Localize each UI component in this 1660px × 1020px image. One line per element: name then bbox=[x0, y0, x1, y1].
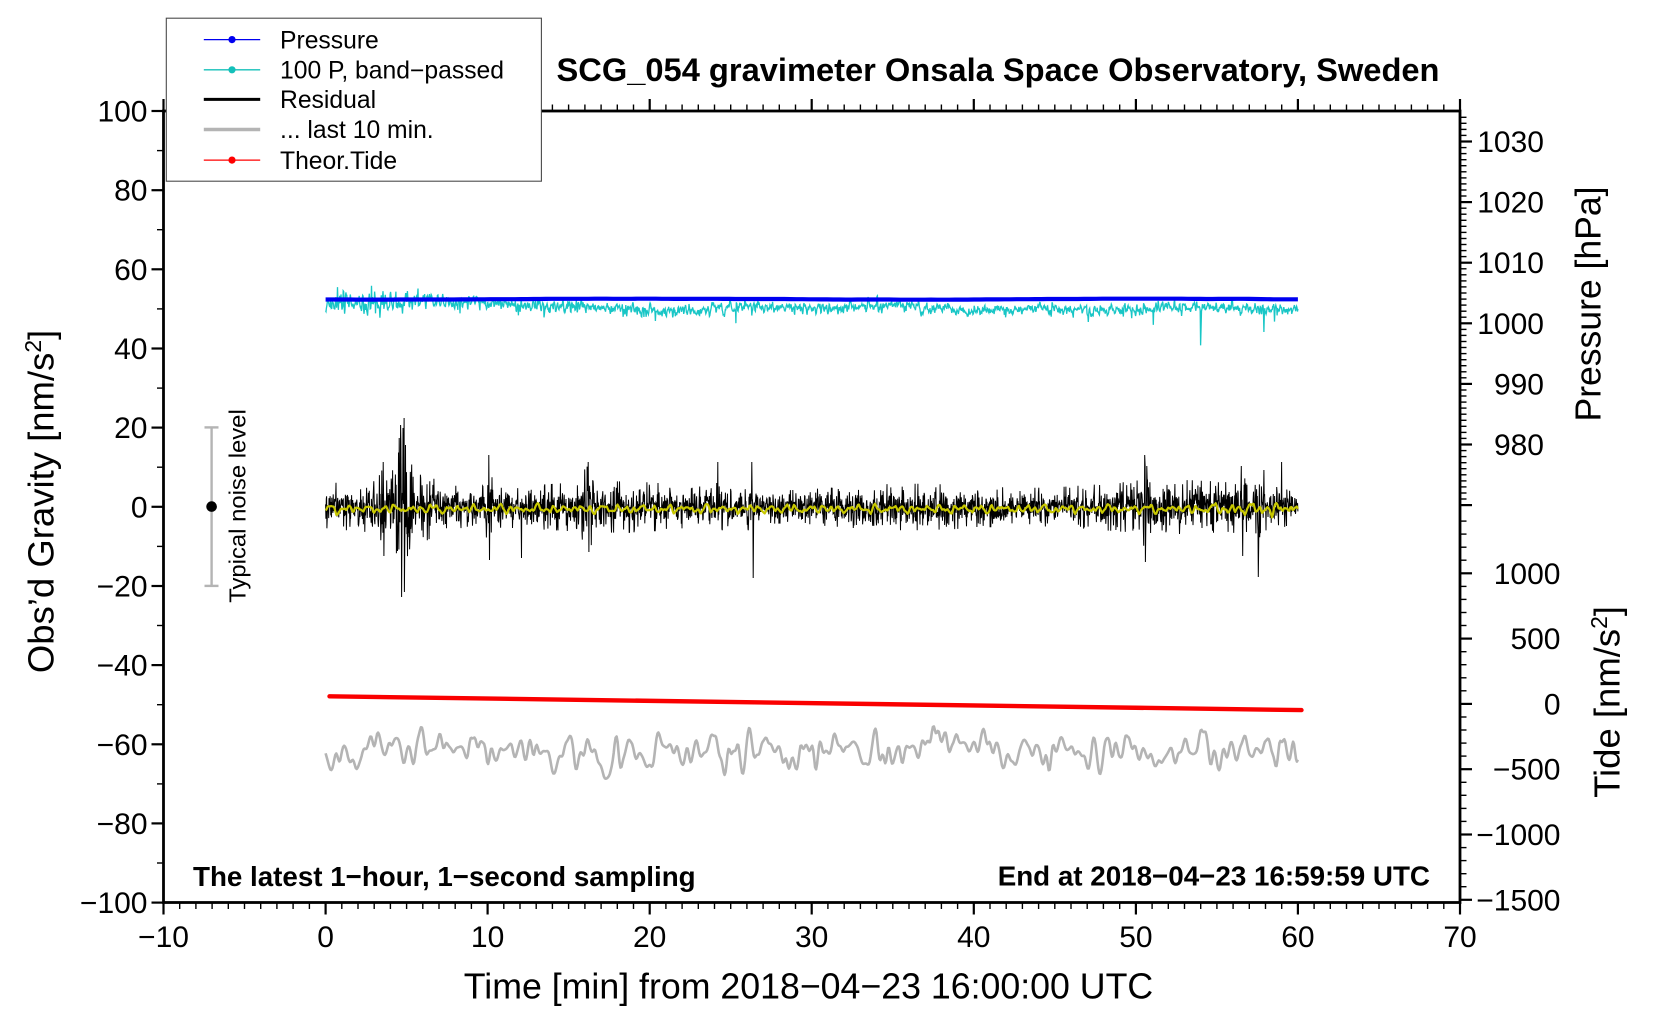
svg-text:100 P, band−passed: 100 P, band−passed bbox=[280, 58, 504, 85]
svg-text:0: 0 bbox=[1544, 688, 1561, 721]
svg-text:Residual: Residual bbox=[280, 87, 376, 114]
svg-text:0: 0 bbox=[317, 921, 334, 954]
svg-text:30: 30 bbox=[795, 921, 828, 954]
svg-text:40: 40 bbox=[957, 921, 990, 954]
svg-text:−500: −500 bbox=[1493, 754, 1561, 787]
svg-text:−20: −20 bbox=[97, 571, 148, 604]
svg-text:−10: −10 bbox=[138, 921, 189, 954]
svg-text:80: 80 bbox=[114, 175, 147, 208]
svg-text:1010: 1010 bbox=[1477, 247, 1544, 280]
svg-text:−80: −80 bbox=[97, 808, 148, 841]
svg-text:−60: −60 bbox=[97, 729, 148, 762]
svg-text:990: 990 bbox=[1494, 368, 1544, 401]
svg-text:−100: −100 bbox=[80, 887, 148, 920]
svg-text:−1000: −1000 bbox=[1476, 819, 1560, 852]
svg-text:1020: 1020 bbox=[1477, 187, 1544, 220]
svg-text:End at 2018−04−23 16:59:59 UTC: End at 2018−04−23 16:59:59 UTC bbox=[998, 860, 1430, 892]
svg-text:SCG_054 gravimeter Onsala Spac: SCG_054 gravimeter Onsala Space Observat… bbox=[557, 52, 1440, 88]
svg-text:20: 20 bbox=[633, 921, 666, 954]
svg-text:1030: 1030 bbox=[1477, 126, 1544, 159]
svg-text:−1500: −1500 bbox=[1476, 884, 1560, 917]
svg-text:Pressure [hPa]: Pressure [hPa] bbox=[1568, 187, 1609, 422]
svg-text:100: 100 bbox=[97, 96, 147, 129]
svg-text:40: 40 bbox=[114, 333, 147, 366]
svg-text:... last 10 min.: ... last 10 min. bbox=[280, 117, 434, 144]
svg-text:20: 20 bbox=[114, 412, 147, 445]
svg-text:Typical noise level: Typical noise level bbox=[225, 409, 251, 603]
svg-text:60: 60 bbox=[114, 254, 147, 287]
svg-text:70: 70 bbox=[1443, 921, 1476, 954]
svg-text:980: 980 bbox=[1494, 429, 1544, 462]
svg-text:50: 50 bbox=[1119, 921, 1152, 954]
svg-text:10: 10 bbox=[471, 921, 504, 954]
svg-text:Time [min] from 2018−04−23 16:: Time [min] from 2018−04−23 16:00:00 UTC bbox=[464, 965, 1153, 1006]
svg-text:1000: 1000 bbox=[1477, 308, 1544, 341]
svg-text:Obs’d Gravity [nm/s2]: Obs’d Gravity [nm/s2] bbox=[20, 330, 62, 673]
svg-text:60: 60 bbox=[1281, 921, 1314, 954]
svg-text:Theor.Tide: Theor.Tide bbox=[280, 148, 397, 175]
svg-text:500: 500 bbox=[1510, 623, 1560, 656]
svg-text:0: 0 bbox=[131, 491, 148, 524]
svg-text:Tide [nm/s2]: Tide [nm/s2] bbox=[1586, 606, 1628, 798]
svg-text:1000: 1000 bbox=[1494, 558, 1561, 591]
svg-text:Pressure: Pressure bbox=[280, 27, 379, 54]
svg-text:The latest 1−hour, 1−second sa: The latest 1−hour, 1−second sampling bbox=[193, 860, 696, 892]
svg-text:−40: −40 bbox=[97, 650, 148, 683]
